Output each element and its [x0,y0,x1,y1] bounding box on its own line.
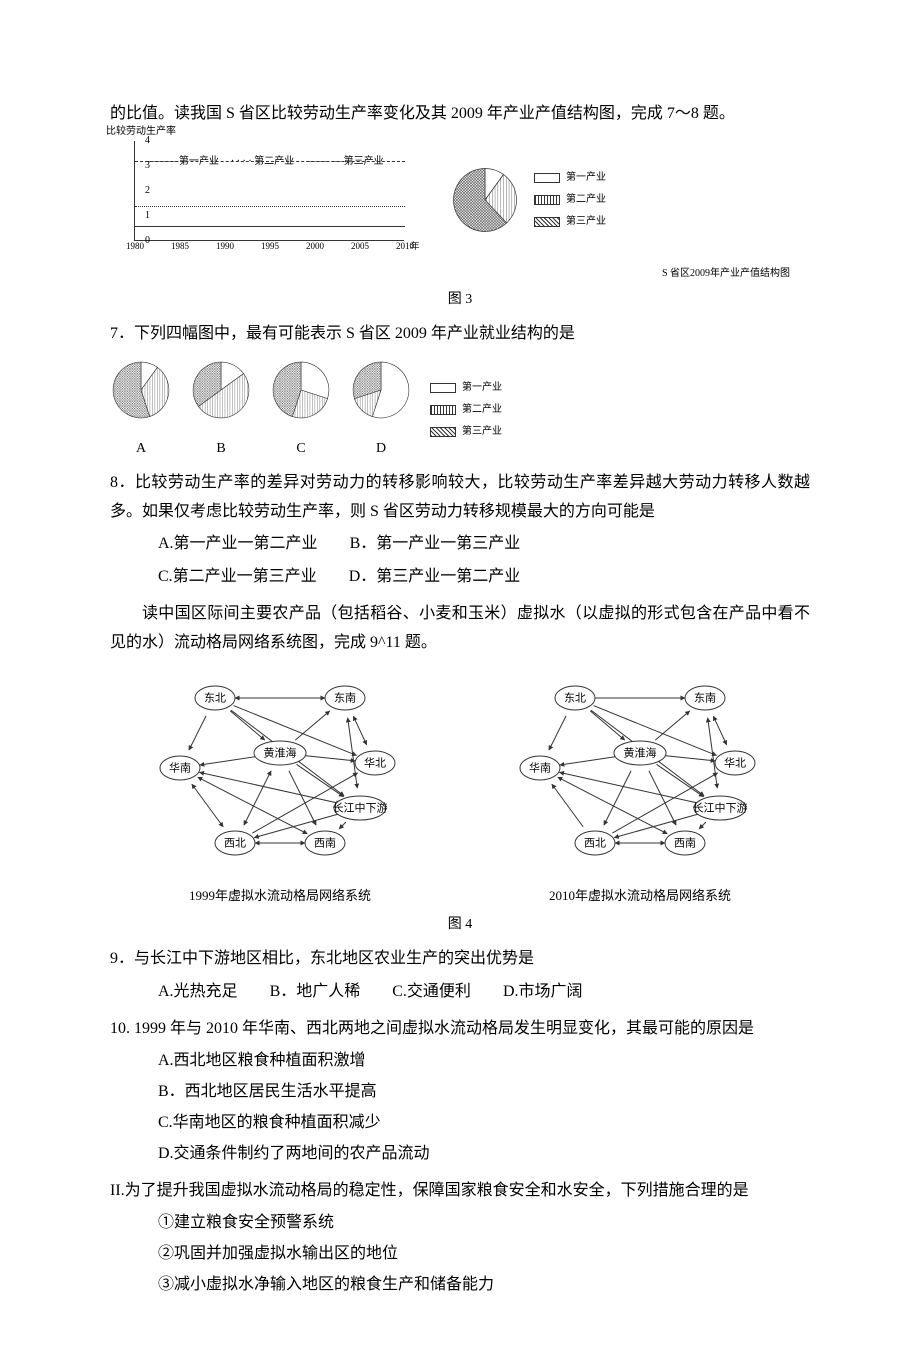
svg-text:华北: 华北 [724,755,746,769]
q7-legend: 第一产业第二产业第三产业 [430,379,502,441]
svg-text:长江中下游: 长江中下游 [333,801,388,814]
q11-items: ①建立粮食安全预警系统 ②巩固并加强虚拟水输出区的地位 ③减小虚拟水净输入地区的… [110,1209,810,1299]
network-1999: 东北 东南黄淮海华北 华南长江中下游西北 西南 [110,668,450,868]
figure-4-caption: 图 4 [110,912,810,937]
svg-text:华南: 华南 [169,760,191,774]
q9-stem: 9．与长江中下游地区相比，东北地区农业生产的突出优势是 [110,945,810,974]
svg-text:东北: 东北 [564,691,586,704]
svg-text:长江中下游: 长江中下游 [693,801,748,814]
figure-4: 东北东南黄淮海华北华南长江中下游西北西南 1999年虚拟水流动格局网络系统 东北… [110,668,810,908]
network-2010: 东北 东南黄淮海华北 华南长江中下游西北 西南 [470,668,810,868]
intro-q7-8: 的比值。读我国 S 省区比较劳动生产率变化及其 2009 年产业产值结构图，完成… [110,100,810,129]
q8-stem: 8．比较劳动生产率的差异对劳动力的转移影响较大，比较劳动生产率差异越大劳动力转移… [110,469,810,527]
svg-text:东南: 东南 [694,691,716,704]
svg-text:黄淮海: 黄淮海 [624,745,657,759]
svg-text:西北: 西北 [584,836,606,849]
svg-text:西南: 西南 [674,836,696,849]
q8-options-row1: A.第一产业一第二产业B．第一产业一第三产业 [110,530,810,559]
pie-output-structure: 第一产业第二产业第三产业 [450,165,606,235]
svg-text:西南: 西南 [314,836,336,849]
svg-text:东南: 东南 [334,691,356,704]
svg-text:华南: 华南 [529,760,551,774]
svg-text:东北: 东北 [204,691,226,704]
q10-options: A.西北地区粮食种植面积激增 B．西北地区居民生活水平提高 C.华南地区的粮食种… [110,1047,810,1168]
svg-text:西北: 西北 [224,836,246,849]
q8-options-row2: C.第二产业一第三产业D．第三产业一第二产业 [110,563,810,592]
intro-q9-11: 读中国区际间主要农产品（包括稻谷、小麦和玉米）虚拟水（以虚拟的形式包含在产品中看… [110,600,810,658]
pie-output-caption: S 省区2009年产业产值结构图 [662,265,790,283]
figure-3-caption: 图 3 [110,287,810,312]
q7-stem: 7．下列四幅图中，最有可能表示 S 省区 2009 年产业就业结构的是 [110,320,810,349]
svg-text:华北: 华北 [364,755,386,769]
figure-3: 比较劳动生产率 01234198019851990199520002005201… [110,135,810,312]
q9-options: A.光热充足B．地广人稀C.交通便利D.市场广阔 [110,978,810,1007]
line-chart-labor-productivity: 比较劳动生产率 01234198019851990199520002005201… [110,135,420,265]
q11-stem: II.为了提升我国虚拟水流动格局的稳定性，保障国家粮食安全和水安全，下列措施合理… [110,1177,810,1206]
svg-text:黄淮海: 黄淮海 [264,745,297,759]
q10-stem: 10. 1999 年与 2010 年华南、西北两地之间虚拟水流动格局发生明显变化… [110,1015,810,1044]
q7-pie-options: A B C D 第一产业第二产业第三产业 [110,359,810,461]
